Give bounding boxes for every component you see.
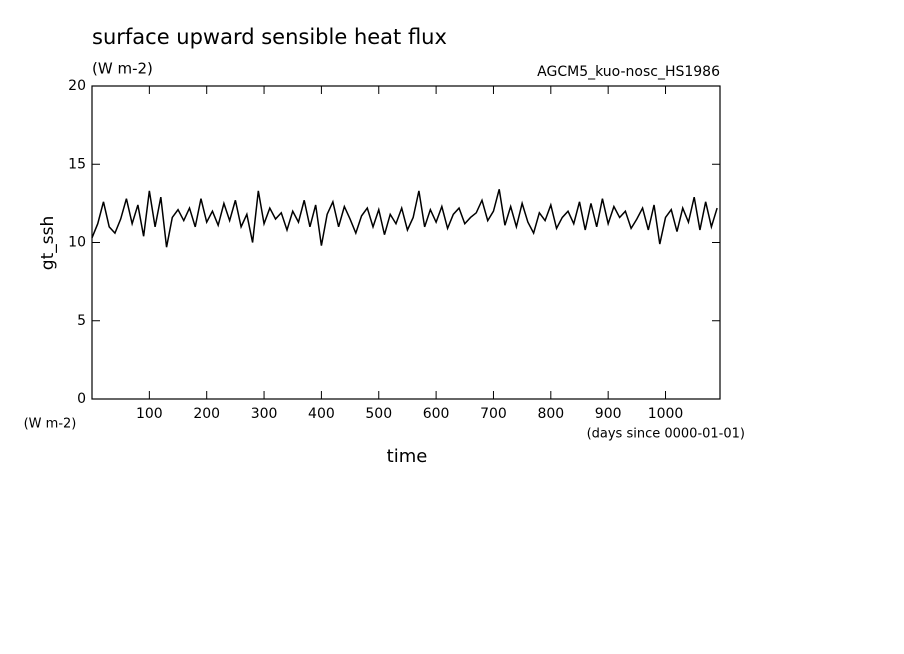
plot-frame [91,85,721,400]
x-tick-label: 500 [365,406,392,422]
y-tick-label: 15 [68,156,86,172]
x-tick-label: 600 [423,406,450,422]
y-tick-label: 0 [77,391,86,407]
data-line [91,189,718,248]
x-tick-label: 800 [537,406,564,422]
x-tick-label: 400 [308,406,335,422]
y-tick-label: 5 [77,313,86,329]
y-units: (W m-2) [24,417,77,432]
x-units: (days since 0000-01-01) [587,427,745,442]
x-tick-label: 900 [595,406,622,422]
x-tick-label: 700 [480,406,507,422]
x-axis-label: time [387,446,428,467]
annotation: AGCM5_kuo-nosc_HS1986 [537,64,720,80]
chart-title: surface upward sensible heat flux [92,25,447,49]
x-tick-label: 100 [136,406,163,422]
y-tick-label: 20 [68,78,86,94]
x-tick-label: 300 [251,406,278,422]
y-tick-label: 10 [68,235,86,251]
subtitle: (W m-2) [92,60,153,78]
y-axis-label: gt_ssh [38,216,58,270]
x-tick-label: 200 [193,406,220,422]
x-tick-label: 1000 [648,406,684,422]
